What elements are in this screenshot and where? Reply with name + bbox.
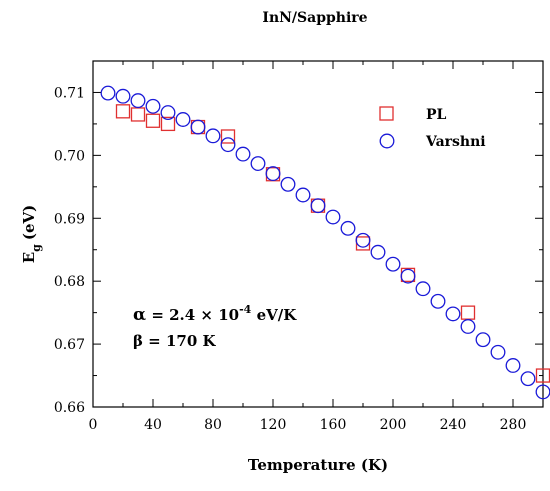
y-axis-label-unit: (eV)	[20, 205, 38, 240]
x-tick-label: 40	[144, 417, 162, 433]
varshni-point	[505, 358, 521, 373]
series-varshni	[100, 85, 550, 400]
varshni-point	[295, 187, 311, 203]
alpha-value: = 2.4 × 10	[151, 306, 239, 324]
pl-point	[160, 116, 176, 132]
varshni-point	[175, 112, 191, 127]
legend-pl-marker	[379, 106, 394, 121]
x-tick-label: 160	[320, 417, 347, 433]
svg-text:Eg(eV): Eg (eV)	[20, 205, 43, 264]
varshni-point	[115, 88, 131, 104]
varshni-point	[340, 220, 356, 236]
beta-annotation: β = 170 K	[133, 332, 217, 350]
legend-varshni-label: Varshni	[425, 134, 486, 150]
alpha-exponent: -4	[239, 303, 252, 316]
pl-point	[460, 305, 476, 320]
x-tick-label: 120	[260, 417, 287, 433]
varshni-point	[490, 344, 506, 360]
varshni-point	[265, 166, 281, 182]
y-axis-label-main: E	[20, 252, 38, 263]
varshni-point	[190, 119, 206, 135]
x-tick-label: 280	[500, 417, 527, 433]
varshni-point	[415, 281, 431, 297]
varshni-point	[370, 244, 386, 260]
axis-ticks	[92, 60, 544, 408]
plot-frame	[92, 60, 544, 408]
varshni-point	[445, 306, 461, 322]
x-tick-label: 200	[380, 417, 407, 433]
axis-tick-labels: 0 40 80 120 160 200 240 280 0.66 0.67 0.68 0.69 0.70…	[54, 85, 527, 433]
varshni-point	[325, 209, 341, 225]
y-tick-label: 0.71	[54, 85, 85, 101]
varshni-point	[205, 128, 221, 144]
varshni-point	[130, 93, 146, 109]
legend-varshni-marker	[379, 133, 395, 149]
alpha-unit: eV/K	[251, 306, 297, 324]
legend-pl-label: PL	[426, 107, 447, 123]
pl-point	[220, 129, 236, 144]
varshni-point	[355, 232, 371, 248]
x-tick-label: 240	[440, 417, 467, 433]
y-tick-label: 0.70	[54, 148, 85, 164]
x-tick-label: 0	[89, 417, 98, 433]
pl-point	[145, 113, 161, 128]
legend: PL Varshni	[379, 106, 486, 150]
varshni-point	[400, 268, 416, 284]
x-axis-label: Temperature (K)	[248, 456, 388, 474]
alpha-symbol: α	[133, 305, 146, 325]
varshni-point	[100, 85, 116, 101]
varshni-point	[160, 105, 176, 121]
varshni-point	[430, 293, 446, 309]
varshni-point	[475, 332, 491, 348]
y-axis-label-sub: g	[30, 244, 43, 252]
y-axis-label: Eg (eV)	[20, 205, 43, 264]
chart-title: InN/Sapphire	[262, 10, 367, 26]
x-tick-label: 80	[204, 417, 222, 433]
y-tick-label: 0.68	[54, 274, 85, 290]
varshni-point	[145, 98, 161, 114]
varshni-point	[385, 256, 401, 272]
varshni-point	[520, 371, 536, 387]
y-tick-label: 0.66	[54, 400, 85, 416]
pl-point	[355, 236, 371, 251]
varshni-point	[250, 156, 266, 171]
varshni-point	[460, 319, 476, 334]
y-tick-label: 0.67	[54, 337, 85, 353]
y-tick-label: 0.69	[54, 211, 85, 227]
alpha-annotation: α = 2.4 × 10-4 eV/K	[133, 303, 297, 325]
varshni-point	[220, 137, 236, 153]
varshni-point	[235, 146, 251, 162]
pl-point	[115, 104, 131, 119]
varshni-point	[280, 176, 296, 192]
varshni-point	[310, 198, 326, 214]
series-layer	[100, 85, 550, 400]
parameter-annotation: α = 2.4 × 10-4 eV/K β = 170 K	[133, 303, 297, 350]
pl-point	[130, 107, 146, 122]
